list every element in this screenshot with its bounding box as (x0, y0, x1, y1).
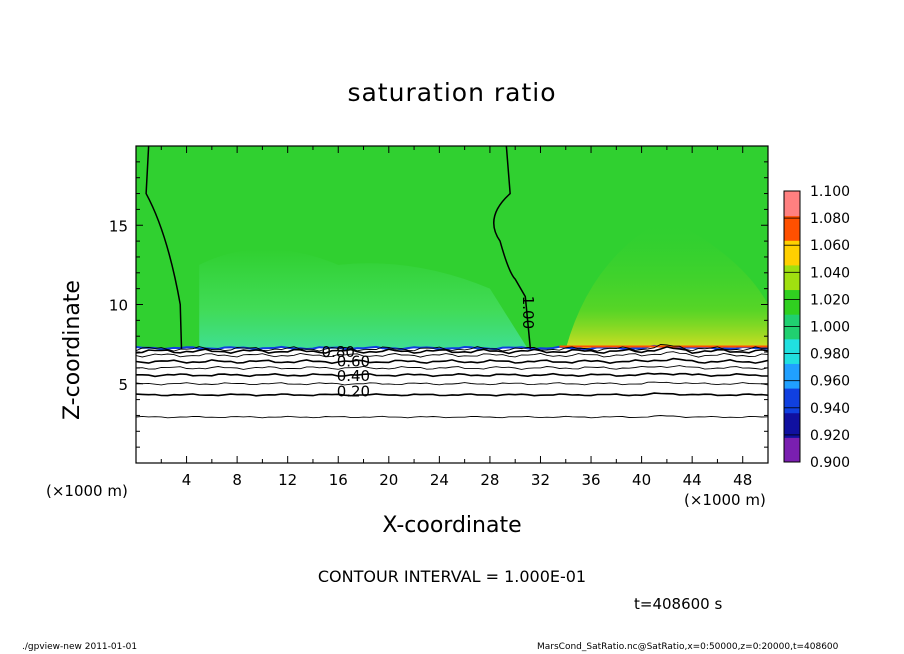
x-tick-label: 16 (329, 471, 348, 489)
x-tick-label: 12 (278, 471, 297, 489)
colorbar: 1.100 1.080 1.060 1.040 1.020 1.000 0.980 0.960… (783, 184, 850, 471)
contour-label: 0.40 (337, 367, 370, 385)
x-axis-unit-right: (×1000 m) (684, 491, 766, 509)
colorbar-label: 1.080 (810, 211, 850, 227)
plot-area (136, 146, 768, 463)
colorbar-label: 1.060 (810, 238, 850, 254)
y-tick-label: 5 (118, 376, 128, 394)
colorbar-label: 0.980 (810, 347, 850, 363)
colorbar-swatch (784, 264, 800, 291)
contour-lines: 0.800.600.400.20 1.00 (136, 146, 768, 419)
contour-line (136, 351, 768, 358)
colorbar-swatch (784, 215, 800, 241)
x-tick-label: 24 (430, 471, 449, 489)
contour-label: 0.20 (337, 383, 370, 401)
chart-title: saturation ratio (347, 78, 557, 107)
colorbar-label: 1.020 (810, 292, 850, 308)
colorbar-swatch (784, 363, 800, 389)
supersaturated-region (565, 217, 768, 349)
colorbar-label: 0.920 (810, 428, 850, 444)
y-axis-label: Z-coordinate (60, 280, 85, 420)
contour-interval-label: CONTOUR INTERVAL = 1.000E-01 (317, 567, 587, 586)
contour-line (136, 381, 768, 386)
colorbar-label: 0.900 (810, 455, 850, 471)
colorbar-swatch (784, 388, 800, 414)
x-tick-label: 40 (632, 471, 651, 489)
x-axis-unit-left: (×1000 m) (46, 482, 128, 500)
colorbar-label: 1.040 (810, 265, 850, 281)
contour-line (136, 392, 768, 397)
x-tick-label: 28 (480, 471, 499, 489)
x-tick-label: 4 (182, 471, 192, 489)
colorbar-swatch (784, 412, 800, 438)
colorbar-swatch (784, 437, 800, 463)
y-tick-label: 15 (109, 217, 128, 235)
footer-left: ./gpview-new 2011-01-01 (22, 642, 138, 652)
contour-line (136, 365, 768, 370)
contour-line-1-00-mid (493, 146, 532, 349)
x-tick-label: 44 (683, 471, 702, 489)
colorbar-label: 0.960 (810, 374, 850, 390)
contour-line-1-00-left (145, 146, 183, 349)
colorbar-label: 1.000 (810, 320, 850, 336)
colorbar-swatch (784, 289, 800, 315)
contour-line (136, 357, 768, 365)
contour-line (136, 346, 768, 355)
contour-label: 1.00 (519, 296, 537, 329)
y-tick-label: 10 (109, 297, 128, 315)
colorbar-swatch (784, 191, 800, 217)
x-tick-label: 20 (379, 471, 398, 489)
contour-label: 0.80 (322, 343, 355, 361)
colorbar-label: 0.940 (810, 401, 850, 417)
contour-line (136, 344, 768, 352)
below-cloud-region (136, 346, 768, 463)
colorbar-label: 1.100 (810, 184, 850, 200)
contour-line (136, 372, 768, 378)
time-label: t=408600 s (634, 595, 723, 613)
footer-right: MarsCond_SatRatio.nc@SatRatio,x=0:50000,… (537, 642, 839, 652)
contour-line (136, 415, 768, 419)
contour-label: 0.60 (337, 353, 370, 371)
x-tick-label: 32 (531, 471, 550, 489)
colorbar-swatch (784, 338, 800, 364)
x-tick-label: 36 (581, 471, 600, 489)
x-tick-label: 8 (232, 471, 242, 489)
x-axis-label: X-coordinate (382, 513, 522, 538)
x-tick-label: 48 (733, 471, 752, 489)
colorbar-swatch (784, 240, 800, 266)
subsaturated-region (199, 249, 528, 349)
